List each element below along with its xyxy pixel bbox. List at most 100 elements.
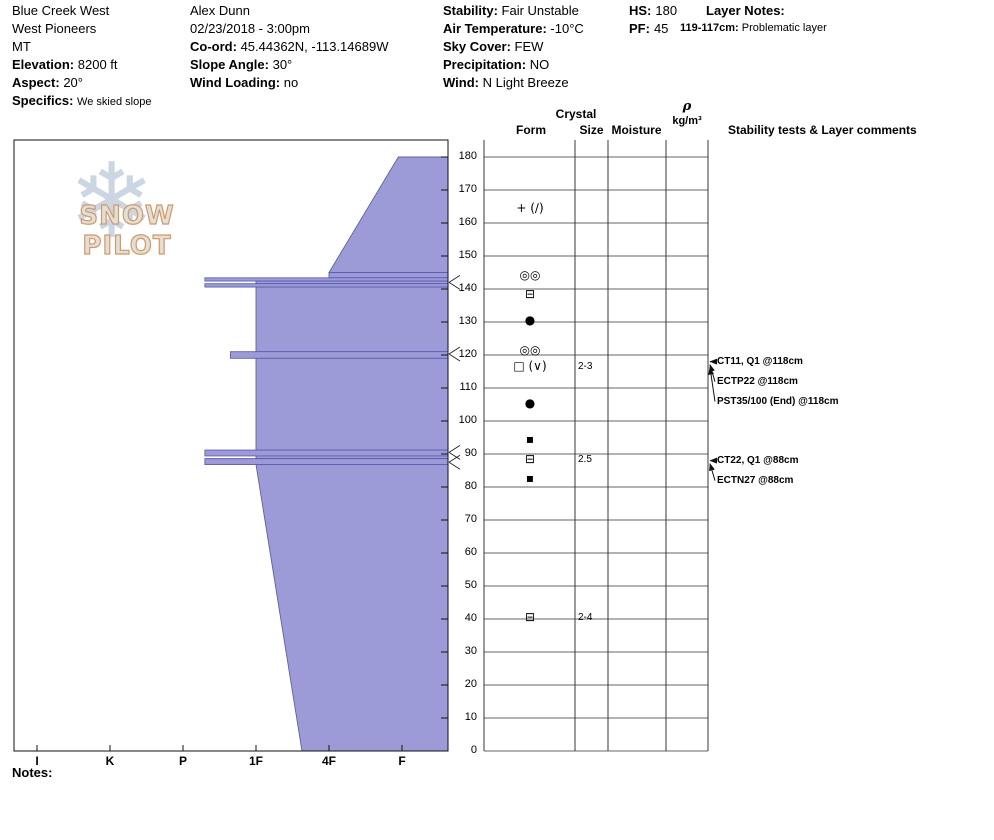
- stability-column-header: Stability tests & Layer comments: [728, 123, 917, 137]
- y-axis-tick-label: 160: [458, 216, 477, 228]
- stability-label: Stability:: [443, 3, 498, 18]
- observation-datetime: 02/23/2018 - 3:00pm: [190, 21, 310, 36]
- hs-value: 180: [655, 3, 678, 18]
- density-rho-symbol: ρ: [682, 99, 692, 114]
- y-axis-tick-label: 100: [458, 414, 477, 426]
- y-axis-tick-label: 60: [464, 546, 477, 558]
- wind-line: Wind: N Light Breeze: [443, 74, 584, 92]
- grain-form-symbol: ▪: [525, 431, 535, 446]
- aspect-label: Aspect:: [12, 75, 60, 90]
- layer-note-line: 119-117cm: Problematic layer: [680, 22, 827, 36]
- stability-test-label: ECTP22 @118cm: [717, 375, 798, 387]
- grain-size-value: 2-3: [578, 361, 593, 373]
- air-temp-line: Air Temperature: -10°C: [443, 20, 584, 38]
- coord-label: Co-ord:: [190, 39, 237, 54]
- y-axis-tick-label: 80: [464, 480, 477, 492]
- watermark-text: SNOW PILOT: [79, 200, 175, 261]
- layer-note-depth: 119-117cm:: [680, 22, 739, 34]
- grain-form-symbol: + (∕): [516, 200, 544, 215]
- precipitation-value: NO: [529, 57, 550, 72]
- stability-test-label: ECTN27 @88cm: [717, 474, 794, 486]
- y-axis-tick-label: 180: [458, 150, 477, 162]
- grain-form-symbol: □ (∨): [513, 359, 547, 374]
- hardness-axis-label: K: [105, 754, 115, 768]
- y-axis-tick-label: 0: [470, 744, 477, 756]
- grain-form-symbol: ⊟: [524, 286, 536, 301]
- hardness-axis-label: P: [178, 754, 187, 768]
- coord-line: Co-ord: 45.44362N, -113.14689W: [190, 38, 388, 56]
- pf-line: PF: 45: [629, 20, 677, 38]
- snowflake-icon: ❄: [68, 140, 156, 262]
- y-axis-tick-label: 130: [458, 315, 477, 327]
- header-conditions-column: Stability: Fair Unstable Air Temperature…: [443, 2, 584, 92]
- site-range: West Pioneers: [12, 21, 97, 36]
- y-axis-tick-label: 20: [464, 678, 477, 690]
- grain-form-symbol: ▪: [525, 471, 535, 486]
- y-axis-tick-label: 110: [459, 381, 477, 393]
- slope-angle-label: Slope Angle:: [190, 57, 269, 72]
- grain-form-symbol: ◎◎: [519, 342, 541, 357]
- layer-notes-label: Layer Notes:: [706, 3, 785, 18]
- size-column-header: Size: [579, 123, 604, 137]
- hardness-axis-label: F: [398, 754, 406, 768]
- header-observer-column: Alex Dunn 02/23/2018 - 3:00pm Co-ord: 45…: [190, 2, 388, 92]
- pf-label: PF:: [629, 21, 650, 36]
- snowpilot-watermark: ❄ SNOW PILOT: [38, 149, 216, 275]
- grain-form-symbol: ⊟: [524, 451, 536, 466]
- wind-loading-line: Wind Loading: no: [190, 74, 388, 92]
- wind-label: Wind:: [443, 75, 479, 90]
- air-temp-label: Air Temperature:: [443, 21, 547, 36]
- hs-label: HS:: [629, 3, 652, 18]
- stability-test-label: CT22, Q1 @88cm: [717, 454, 799, 466]
- site-state: MT: [12, 39, 31, 54]
- slope-angle-line: Slope Angle: 30°: [190, 56, 388, 74]
- grain-form-symbol: ◎◎: [519, 268, 541, 283]
- sky-cover-label: Sky Cover:: [443, 39, 511, 54]
- stability-line: Stability: Fair Unstable: [443, 2, 584, 20]
- y-axis-tick-label: 10: [464, 711, 477, 723]
- grain-size-value: 2.5: [578, 453, 592, 465]
- aspect-value: 20°: [63, 75, 83, 90]
- stability-test-label: CT11, Q1 @118cm: [717, 355, 803, 367]
- wind-loading-label: Wind Loading:: [190, 75, 281, 90]
- precipitation-label: Precipitation:: [443, 57, 527, 72]
- observer-name: Alex Dunn: [190, 3, 250, 18]
- layer-note-text: Problematic layer: [741, 22, 827, 34]
- elevation-label: Elevation:: [12, 57, 75, 72]
- specifics-line: Specifics: We skied slope: [12, 92, 151, 111]
- y-axis-tick-label: 50: [464, 579, 477, 591]
- y-axis-tick-label: 120: [458, 348, 477, 360]
- moisture-column-header: Moisture: [611, 123, 662, 137]
- precipitation-line: Precipitation: NO: [443, 56, 584, 74]
- y-axis-tick-label: 90: [464, 447, 477, 459]
- wind-value: N Light Breeze: [482, 75, 569, 90]
- y-axis-tick-label: 70: [464, 513, 477, 525]
- wind-loading-value: no: [283, 75, 299, 90]
- site-name: Blue Creek West: [12, 3, 110, 18]
- y-axis-tick-label: 150: [458, 249, 477, 261]
- grain-form-symbol: ⊟: [524, 610, 536, 624]
- grain-size-value: 2-4: [578, 612, 593, 623]
- form-column-header: Form: [516, 123, 546, 137]
- elevation-value: 8200 ft: [77, 57, 118, 72]
- elevation-line: Elevation: 8200 ft: [12, 56, 151, 74]
- crystal-column-header: Crystal: [555, 107, 597, 121]
- sky-cover-line: Sky Cover: FEW: [443, 38, 584, 56]
- stability-test-label: PST35/100 (End) @118cm: [717, 395, 839, 407]
- specifics-label: Specifics:: [12, 93, 74, 108]
- y-axis-tick-label: 40: [464, 612, 477, 624]
- aspect-line: Aspect: 20°: [12, 74, 151, 92]
- grain-form-symbol: ●: [524, 395, 536, 410]
- air-temp-value: -10°C: [550, 21, 584, 36]
- slope-angle-value: 30°: [272, 57, 293, 72]
- y-axis-tick-label: 140: [458, 282, 477, 294]
- hs-line: HS: 180: [629, 2, 677, 20]
- sky-cover-value: FEW: [514, 39, 544, 54]
- pf-value: 45: [653, 21, 669, 36]
- y-axis-tick-label: 170: [458, 183, 477, 195]
- coord-value: 45.44362N, -113.14689W: [240, 39, 389, 54]
- grain-form-symbol: ●: [524, 313, 536, 327]
- hardness-axis-label: 1F: [248, 754, 263, 768]
